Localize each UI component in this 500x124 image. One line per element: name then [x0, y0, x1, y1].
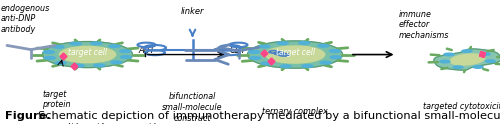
Circle shape: [70, 42, 82, 45]
Ellipse shape: [248, 41, 342, 68]
Text: ABT: ABT: [138, 46, 155, 55]
Circle shape: [277, 42, 288, 45]
Circle shape: [462, 50, 472, 52]
Circle shape: [109, 45, 120, 47]
Circle shape: [302, 65, 313, 67]
Circle shape: [91, 42, 102, 45]
Circle shape: [44, 51, 54, 53]
Circle shape: [120, 50, 131, 53]
Polygon shape: [434, 49, 500, 70]
Text: CBT: CBT: [230, 46, 247, 55]
Text: bifunctional
small-molecule
construct: bifunctional small-molecule construct: [162, 92, 223, 123]
Polygon shape: [450, 54, 485, 65]
Circle shape: [280, 65, 291, 68]
Circle shape: [248, 51, 260, 53]
Circle shape: [318, 44, 329, 47]
Text: target cell: target cell: [276, 48, 314, 57]
Circle shape: [111, 61, 122, 64]
Circle shape: [259, 45, 270, 48]
Text: targeted cytotoxicity: targeted cytotoxicity: [423, 102, 500, 111]
Text: Schematic depiction of immunotherapy mediated by a bifunctional small-molecule a: Schematic depiction of immunotherapy med…: [38, 111, 500, 124]
Circle shape: [320, 61, 331, 64]
Circle shape: [330, 56, 342, 59]
Text: immune
effector
mechanisms: immune effector mechanisms: [399, 10, 450, 40]
Text: ternary complex: ternary complex: [262, 107, 328, 116]
Text: endogenous
anti-DNP
antibody: endogenous anti-DNP antibody: [1, 4, 50, 33]
Circle shape: [55, 62, 66, 64]
Circle shape: [453, 66, 463, 68]
Circle shape: [44, 57, 55, 59]
Circle shape: [473, 66, 483, 68]
Circle shape: [444, 53, 454, 56]
Circle shape: [485, 60, 495, 62]
Ellipse shape: [266, 46, 324, 63]
Circle shape: [330, 50, 340, 52]
Circle shape: [53, 45, 64, 48]
Text: Figure.: Figure.: [5, 111, 51, 121]
Circle shape: [94, 64, 104, 67]
Text: linker: linker: [181, 7, 204, 16]
Circle shape: [440, 60, 450, 63]
Text: target
protein: target protein: [42, 90, 71, 109]
Ellipse shape: [42, 42, 132, 68]
Ellipse shape: [60, 46, 116, 63]
Circle shape: [250, 57, 260, 60]
Circle shape: [299, 42, 310, 44]
Circle shape: [120, 56, 132, 58]
Circle shape: [261, 62, 272, 65]
Circle shape: [480, 53, 490, 55]
Circle shape: [73, 64, 84, 67]
Text: target cell: target cell: [68, 48, 107, 57]
